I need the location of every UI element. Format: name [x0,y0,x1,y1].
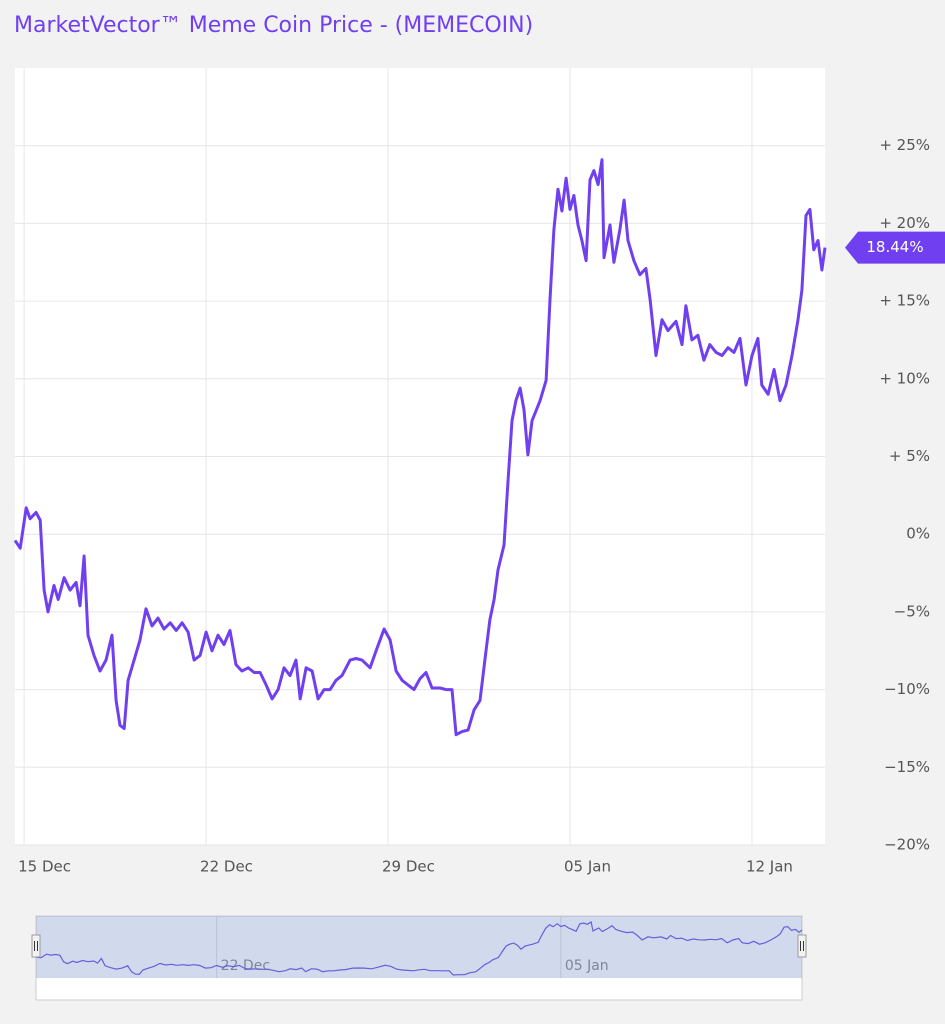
price-line [13,158,827,737]
x-tick-label: 15 Dec [18,858,71,876]
y-tick-label: + 15% [879,292,930,310]
navigator-handle[interactable] [797,934,807,958]
x-tick-label: 29 Dec [382,858,435,876]
navigator-handle[interactable] [31,934,41,958]
navigator-handle-grip [34,941,38,951]
current-value-badge [845,231,945,264]
current-value-label: 18.44% [866,238,923,256]
navigator-handle-grip [800,941,804,951]
y-tick-label: −20% [884,836,930,854]
y-tick-label: −15% [884,758,930,776]
y-tick-label: −5% [894,602,930,620]
x-tick-label: 12 Jan [746,858,793,876]
navigator-tick-label: 05 Jan [565,958,609,974]
y-tick-label: + 25% [879,136,930,154]
y-tick-label: 0% [906,525,930,543]
navigator-line [35,921,803,976]
y-tick-label: + 10% [879,369,930,387]
navigator-selection [36,916,802,978]
chart-title: MarketVector™ Meme Coin Price - (MEMECOI… [14,13,533,38]
x-tick-label: 22 Dec [200,858,253,876]
y-tick-label: + 20% [879,214,930,232]
y-tick-label: −10% [884,680,930,698]
navigator [35,915,803,1001]
x-tick-label: 05 Jan [564,858,611,876]
y-tick-label: + 5% [889,447,930,465]
navigator-tick-label: 22 Dec [221,958,270,974]
